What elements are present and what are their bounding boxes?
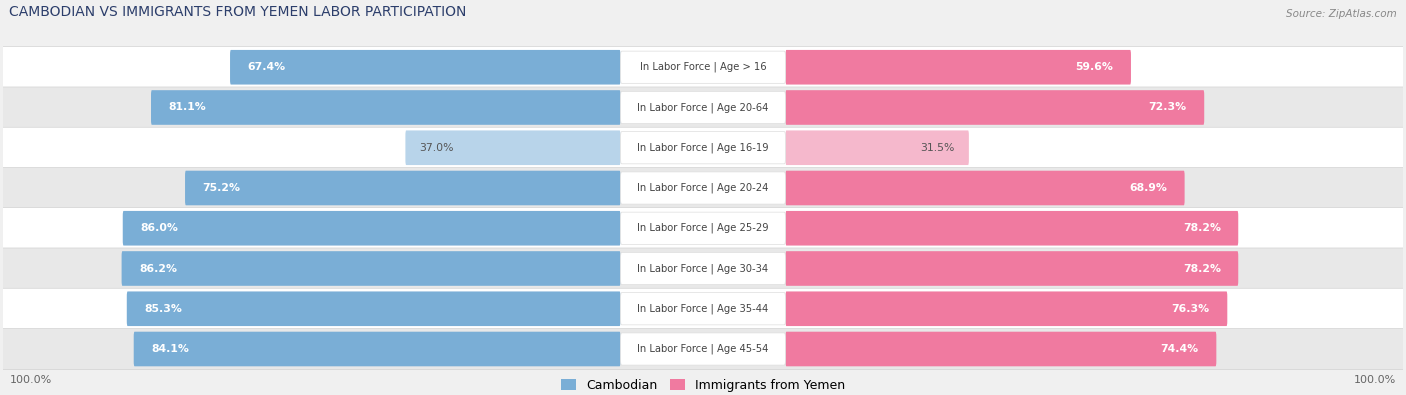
Text: In Labor Force | Age 20-24: In Labor Force | Age 20-24 [637, 183, 769, 193]
FancyBboxPatch shape [620, 51, 786, 83]
FancyBboxPatch shape [3, 87, 1403, 128]
Text: In Labor Force | Age 30-34: In Labor Force | Age 30-34 [637, 263, 769, 274]
Text: In Labor Force | Age 35-44: In Labor Force | Age 35-44 [637, 303, 769, 314]
FancyBboxPatch shape [786, 90, 1204, 125]
Text: 72.3%: 72.3% [1149, 102, 1187, 113]
FancyBboxPatch shape [786, 171, 1185, 205]
FancyBboxPatch shape [620, 212, 786, 245]
Text: 31.5%: 31.5% [921, 143, 955, 153]
FancyBboxPatch shape [3, 208, 1403, 249]
Text: 86.0%: 86.0% [141, 223, 179, 233]
FancyBboxPatch shape [3, 329, 1403, 370]
FancyBboxPatch shape [3, 248, 1403, 289]
Text: In Labor Force | Age 45-54: In Labor Force | Age 45-54 [637, 344, 769, 354]
Text: In Labor Force | Age 25-29: In Labor Force | Age 25-29 [637, 223, 769, 233]
Text: In Labor Force | Age 16-19: In Labor Force | Age 16-19 [637, 143, 769, 153]
FancyBboxPatch shape [186, 171, 620, 205]
Text: 67.4%: 67.4% [247, 62, 285, 72]
FancyBboxPatch shape [3, 127, 1403, 168]
FancyBboxPatch shape [786, 211, 1239, 246]
Text: 81.1%: 81.1% [169, 102, 207, 113]
Text: 74.4%: 74.4% [1161, 344, 1199, 354]
Text: CAMBODIAN VS IMMIGRANTS FROM YEMEN LABOR PARTICIPATION: CAMBODIAN VS IMMIGRANTS FROM YEMEN LABOR… [10, 5, 467, 19]
FancyBboxPatch shape [786, 130, 969, 165]
FancyBboxPatch shape [620, 172, 786, 204]
Legend: Cambodian, Immigrants from Yemen: Cambodian, Immigrants from Yemen [555, 374, 851, 395]
Text: 78.2%: 78.2% [1182, 263, 1220, 273]
FancyBboxPatch shape [3, 47, 1403, 88]
FancyBboxPatch shape [620, 293, 786, 325]
Text: 86.2%: 86.2% [139, 263, 177, 273]
FancyBboxPatch shape [127, 292, 620, 326]
FancyBboxPatch shape [786, 292, 1227, 326]
FancyBboxPatch shape [786, 50, 1130, 85]
Text: 84.1%: 84.1% [152, 344, 188, 354]
Text: 100.0%: 100.0% [1354, 375, 1396, 385]
FancyBboxPatch shape [786, 332, 1216, 366]
FancyBboxPatch shape [620, 333, 786, 365]
Text: 75.2%: 75.2% [202, 183, 240, 193]
FancyBboxPatch shape [786, 251, 1239, 286]
Text: Source: ZipAtlas.com: Source: ZipAtlas.com [1286, 9, 1396, 19]
Text: In Labor Force | Age 20-64: In Labor Force | Age 20-64 [637, 102, 769, 113]
Text: In Labor Force | Age > 16: In Labor Force | Age > 16 [640, 62, 766, 73]
FancyBboxPatch shape [134, 332, 620, 366]
FancyBboxPatch shape [620, 132, 786, 164]
FancyBboxPatch shape [405, 130, 620, 165]
FancyBboxPatch shape [620, 91, 786, 124]
Text: 59.6%: 59.6% [1076, 62, 1114, 72]
Text: 68.9%: 68.9% [1129, 183, 1167, 193]
Text: 37.0%: 37.0% [419, 143, 454, 153]
FancyBboxPatch shape [3, 167, 1403, 209]
FancyBboxPatch shape [150, 90, 620, 125]
FancyBboxPatch shape [231, 50, 620, 85]
Text: 76.3%: 76.3% [1171, 304, 1209, 314]
FancyBboxPatch shape [3, 288, 1403, 329]
Text: 100.0%: 100.0% [10, 375, 52, 385]
Text: 78.2%: 78.2% [1182, 223, 1220, 233]
FancyBboxPatch shape [121, 251, 620, 286]
FancyBboxPatch shape [620, 252, 786, 285]
FancyBboxPatch shape [122, 211, 620, 246]
Text: 85.3%: 85.3% [145, 304, 183, 314]
